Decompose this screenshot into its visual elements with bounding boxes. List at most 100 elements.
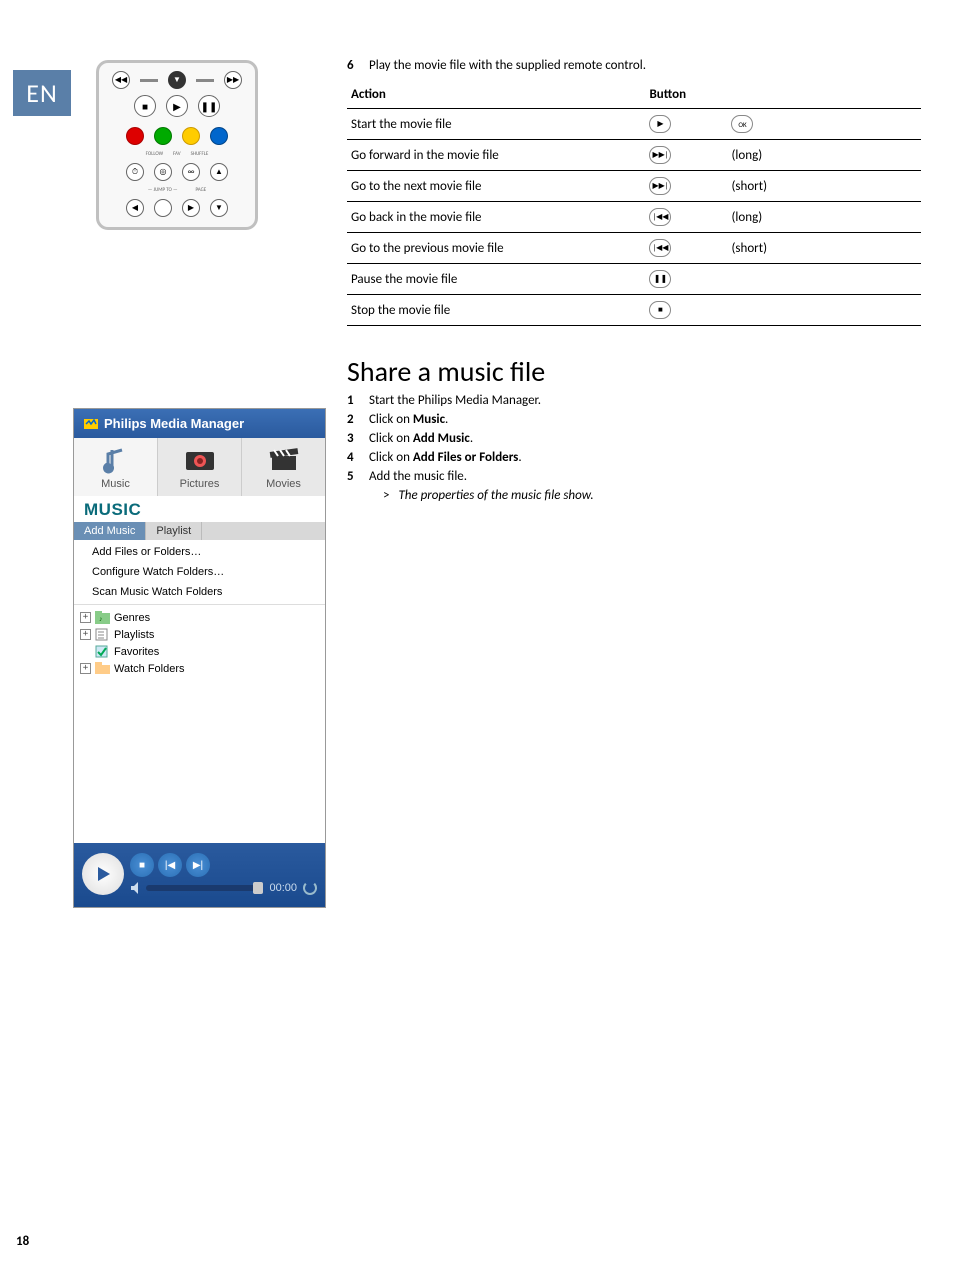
main-content: 6 Play the movie file with the supplied … <box>347 58 921 503</box>
connector-bar <box>196 79 214 82</box>
tree-view: + ♪ Genres + Playlists Favorites + Watch… <box>74 605 325 843</box>
tab-label: Pictures <box>180 478 220 490</box>
action-cell: Stop the movie file <box>347 295 645 326</box>
music-note-icon <box>100 446 132 474</box>
action-cell: Go to the next movie file <box>347 171 645 202</box>
fav-label: FAV <box>173 151 181 157</box>
tree-item-playlists[interactable]: + Playlists <box>80 626 319 643</box>
svg-text:♪: ♪ <box>99 616 103 623</box>
menu-configure-watch[interactable]: Configure Watch Folders… <box>74 562 325 582</box>
button-cell: ▶▶|(long) <box>645 140 921 171</box>
step-text: Click on Music. <box>369 412 921 427</box>
button-cell: ■ <box>645 295 921 326</box>
ok-icon: OK <box>731 115 753 133</box>
action-cell: Go forward in the movie file <box>347 140 645 171</box>
window-title: Philips Media Manager <box>104 416 244 431</box>
tab-movies[interactable]: Movies <box>242 438 325 496</box>
instruction-step: 5Add the music file. <box>347 469 921 484</box>
jumpto-label: — JUMP TO — <box>148 187 178 193</box>
button-cell: |◀◀ (short) <box>645 233 921 264</box>
media-manager-window: Philips Media Manager Music Pictures Mov… <box>73 408 326 908</box>
step-text: Add the music file. <box>369 469 921 484</box>
step-number: 4 <box>347 450 369 465</box>
tab-label: Movies <box>266 478 301 490</box>
prev-icon: ◀ <box>126 199 144 217</box>
expand-icon[interactable]: + <box>80 612 91 623</box>
play-icon: ▶ <box>166 95 188 117</box>
loop-icon[interactable] <box>303 881 317 895</box>
window-titlebar: Philips Media Manager <box>74 409 325 438</box>
instruction-step: 2Click on Music. <box>347 412 921 427</box>
stop-icon: ■ <box>649 301 671 319</box>
language-tab: EN <box>13 70 71 116</box>
player-next-button[interactable]: ▶| <box>186 853 210 877</box>
bold-term: Add Files or Folders <box>413 450 519 465</box>
col-action: Action <box>347 83 645 109</box>
next-icon: ▶ <box>182 199 200 217</box>
shuffle-label: SHUFFLE <box>191 151 209 157</box>
play-button[interactable] <box>82 853 124 895</box>
clapper-icon <box>268 446 300 474</box>
button-cell: |◀◀ (long) <box>645 202 921 233</box>
subtab-playlist[interactable]: Playlist <box>146 522 202 540</box>
circle-icon <box>154 199 172 217</box>
stop-icon: ■ <box>134 95 156 117</box>
bold-term: Music <box>413 412 445 427</box>
bold-term: Add Music <box>413 431 470 446</box>
table-row: Go forward in the movie file▶▶|(long) <box>347 140 921 171</box>
button-cell: ❚❚ <box>645 264 921 295</box>
progress-slider[interactable] <box>146 885 263 891</box>
tree-label: Favorites <box>114 646 159 658</box>
connector-bar <box>140 79 158 82</box>
step-result: > The properties of the music file show. <box>383 488 921 503</box>
ffwd-icon: ▶▶| <box>649 146 671 164</box>
step-number: 1 <box>347 393 369 408</box>
instruction-step: 1Start the Philips Media Manager. <box>347 393 921 408</box>
player-prev-button[interactable]: |◀ <box>158 853 182 877</box>
tree-label: Genres <box>114 612 150 624</box>
rwd-icon: |◀◀ <box>649 239 671 257</box>
tree-item-watch-folders[interactable]: + Watch Folders <box>80 660 319 677</box>
slider-knob[interactable] <box>253 882 263 894</box>
down-arrow-icon: ▼ <box>210 199 228 217</box>
expand-icon[interactable]: + <box>80 629 91 640</box>
subtab-add-music[interactable]: Add Music <box>74 522 146 540</box>
rwd-icon: |◀◀ <box>649 208 671 226</box>
step-text: Click on Add Files or Folders. <box>369 450 921 465</box>
rwd-icon: ◀◀ <box>112 71 130 89</box>
playlist-icon <box>95 628 110 641</box>
menu-add-files[interactable]: Add Files or Folders… <box>74 542 325 562</box>
favorites-check-icon <box>95 645 110 658</box>
clock-icon: ⏱ <box>126 163 144 181</box>
volume-icon[interactable] <box>130 881 140 895</box>
tree-item-favorites[interactable]: Favorites <box>80 643 319 660</box>
expand-icon[interactable]: + <box>80 663 91 674</box>
button-cell: ▶OK <box>645 109 921 140</box>
result-text: The properties of the music file show. <box>398 488 593 503</box>
tree-label: Watch Folders <box>114 663 185 675</box>
duration-label: (short) <box>731 179 767 194</box>
remote-action-table: Action Button Start the movie file▶OKGo … <box>347 83 921 326</box>
page-number: 18 <box>16 1234 29 1249</box>
step-text: Play the movie file with the supplied re… <box>369 58 921 73</box>
duration-label: (short) <box>731 241 767 256</box>
follow-label: FOLLOW <box>146 151 163 157</box>
genres-folder-icon: ♪ <box>95 611 110 624</box>
step-text: Click on Add Music. <box>369 431 921 446</box>
ffwd-icon: ▶▶ <box>224 71 242 89</box>
menu-scan-watch[interactable]: Scan Music Watch Folders <box>74 582 325 602</box>
section-label: MUSIC <box>74 496 325 522</box>
tab-pictures[interactable]: Pictures <box>158 438 242 496</box>
table-row: Stop the movie file■ <box>347 295 921 326</box>
step-number: 2 <box>347 412 369 427</box>
green-button-icon <box>154 127 172 145</box>
tree-item-genres[interactable]: + ♪ Genres <box>80 609 319 626</box>
table-row: Go to the previous movie file|◀◀(short) <box>347 233 921 264</box>
philips-logo-icon <box>84 417 98 431</box>
tab-music[interactable]: Music <box>74 438 158 496</box>
action-cell: Go back in the movie file <box>347 202 645 233</box>
instruction-step: 4Click on Add Files or Folders. <box>347 450 921 465</box>
blue-button-icon <box>210 127 228 145</box>
player-stop-button[interactable]: ■ <box>130 853 154 877</box>
duration-label: (long) <box>731 210 762 225</box>
